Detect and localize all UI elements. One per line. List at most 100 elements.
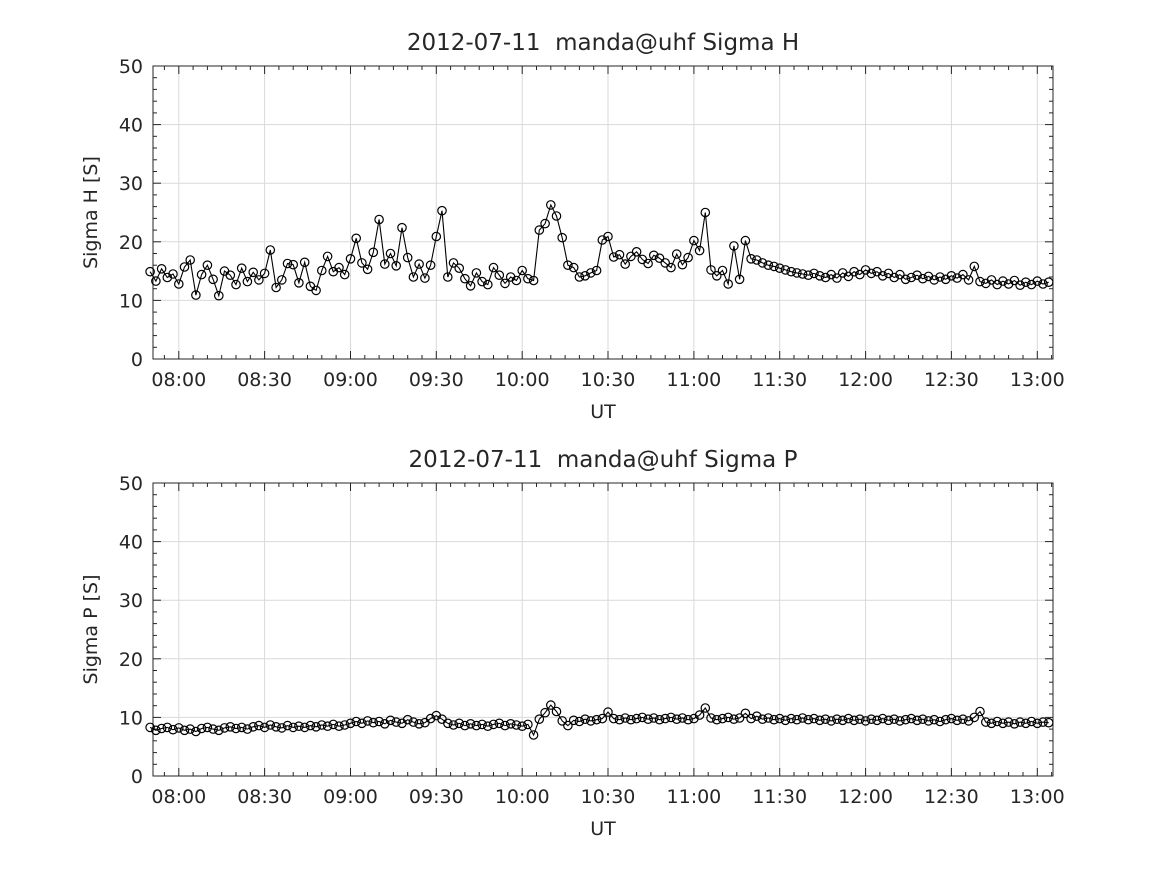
data-point-marker bbox=[534, 714, 545, 724]
data-point-marker bbox=[826, 716, 836, 726]
data-point-marker bbox=[156, 723, 167, 734]
data-point-marker bbox=[322, 721, 333, 731]
data-point-marker bbox=[917, 714, 928, 724]
data-point-marker bbox=[374, 214, 384, 225]
data-point-marker bbox=[706, 265, 716, 275]
data-point-marker bbox=[740, 235, 751, 246]
data-point-marker bbox=[895, 269, 905, 280]
data-point-marker bbox=[940, 714, 951, 725]
data-point-marker bbox=[711, 270, 722, 281]
data-point-marker bbox=[448, 720, 459, 730]
x-tick-label: 09:00 bbox=[323, 786, 378, 808]
data-point-marker bbox=[345, 253, 356, 264]
data-point-marker bbox=[214, 725, 224, 736]
data-point-marker bbox=[402, 714, 413, 725]
data-point-marker bbox=[288, 722, 298, 733]
data-point-marker bbox=[214, 290, 224, 301]
data-point-marker bbox=[935, 272, 945, 282]
data-point-marker bbox=[460, 273, 470, 284]
data-point-marker bbox=[568, 715, 579, 726]
data-point-marker bbox=[643, 714, 653, 724]
data-point-marker bbox=[545, 200, 556, 210]
y-tick-label: 50 bbox=[119, 56, 143, 78]
data-point-marker bbox=[357, 718, 367, 729]
data-point-marker bbox=[1009, 718, 1020, 729]
data-point-marker bbox=[986, 718, 997, 729]
data-point-marker bbox=[986, 275, 997, 285]
data-point-marker bbox=[689, 235, 699, 246]
data-point-marker bbox=[883, 715, 894, 726]
x-tick-label: 08:30 bbox=[237, 369, 292, 391]
data-point-marker bbox=[242, 276, 253, 287]
data-point-marker bbox=[906, 272, 917, 283]
data-point-marker bbox=[225, 721, 236, 732]
data-point-marker bbox=[992, 716, 1002, 727]
data-point-marker bbox=[854, 714, 865, 724]
data-point-marker bbox=[162, 722, 173, 733]
data-point-marker bbox=[946, 713, 957, 724]
data-point-marker bbox=[528, 730, 539, 740]
data-point-marker bbox=[585, 268, 596, 278]
data-point-marker bbox=[877, 270, 888, 281]
data-point-marker bbox=[408, 272, 419, 282]
data-point-marker bbox=[316, 265, 327, 276]
data-point-marker bbox=[540, 707, 550, 718]
data-point-marker bbox=[814, 715, 825, 726]
data-point-marker bbox=[265, 245, 276, 255]
x-tick-label: 09:00 bbox=[323, 369, 378, 391]
data-point-marker bbox=[437, 205, 447, 216]
data-point-marker bbox=[666, 262, 676, 273]
x-tick-label: 10:00 bbox=[495, 369, 550, 391]
data-point-marker bbox=[643, 258, 653, 269]
x-tick-label: 08:30 bbox=[237, 786, 292, 808]
y-tick-label: 0 bbox=[131, 349, 143, 371]
data-point-marker bbox=[889, 272, 899, 283]
data-point-marker bbox=[528, 275, 539, 286]
data-point-marker bbox=[477, 276, 487, 287]
data-point-marker bbox=[339, 720, 350, 730]
data-point-marker bbox=[276, 723, 287, 733]
data-point-marker bbox=[477, 719, 487, 730]
data-point-marker bbox=[872, 715, 882, 726]
data-point-marker bbox=[723, 279, 733, 289]
data-point-marker bbox=[460, 720, 470, 731]
data-point-marker bbox=[1032, 276, 1043, 286]
data-point-marker bbox=[231, 279, 241, 290]
data-point-marker bbox=[626, 251, 636, 262]
data-point-marker bbox=[225, 270, 236, 280]
data-point-marker bbox=[786, 266, 796, 277]
data-point-marker bbox=[316, 720, 327, 730]
data-point-marker bbox=[545, 700, 556, 710]
data-point-marker bbox=[608, 713, 619, 724]
data-point-marker bbox=[849, 715, 859, 726]
data-point-marker bbox=[271, 282, 281, 293]
data-point-marker bbox=[494, 718, 505, 729]
data-point-marker bbox=[368, 717, 379, 728]
data-point-marker bbox=[820, 714, 831, 724]
x-tick-label: 11:30 bbox=[752, 369, 807, 391]
data-point-marker bbox=[282, 720, 293, 731]
data-point-marker bbox=[751, 711, 762, 721]
data-point-marker bbox=[854, 269, 865, 280]
data-point-marker bbox=[866, 714, 877, 724]
data-point-marker bbox=[1003, 717, 1014, 727]
data-point-marker bbox=[563, 720, 573, 731]
data-point-marker bbox=[500, 278, 510, 289]
sigma-p-axes: 08:00 08:30 09:00 09:30 10:00 10:30 11:00 11:30… bbox=[119, 473, 1065, 808]
data-point-marker bbox=[975, 706, 985, 717]
x-tick-label: 08:00 bbox=[151, 369, 206, 391]
data-point-marker bbox=[900, 274, 911, 285]
data-point-marker bbox=[1038, 717, 1048, 727]
data-point-marker bbox=[185, 255, 195, 265]
data-point-marker bbox=[603, 231, 613, 242]
data-point-marker bbox=[757, 258, 768, 268]
data-point-marker bbox=[488, 719, 499, 730]
sigma-h-axes: 08:00 08:30 09:00 09:30 10:00 10:30 11:00 11:30… bbox=[119, 56, 1065, 391]
data-point-marker bbox=[174, 279, 184, 289]
x-tick-labels: 08:00 08:30 09:00 09:30 10:00 10:30 11:00 11:30… bbox=[151, 369, 1064, 391]
data-point-marker bbox=[1021, 718, 1031, 729]
data-point-marker bbox=[299, 722, 310, 733]
data-point-marker bbox=[517, 721, 527, 731]
data-point-marker bbox=[1038, 279, 1048, 289]
